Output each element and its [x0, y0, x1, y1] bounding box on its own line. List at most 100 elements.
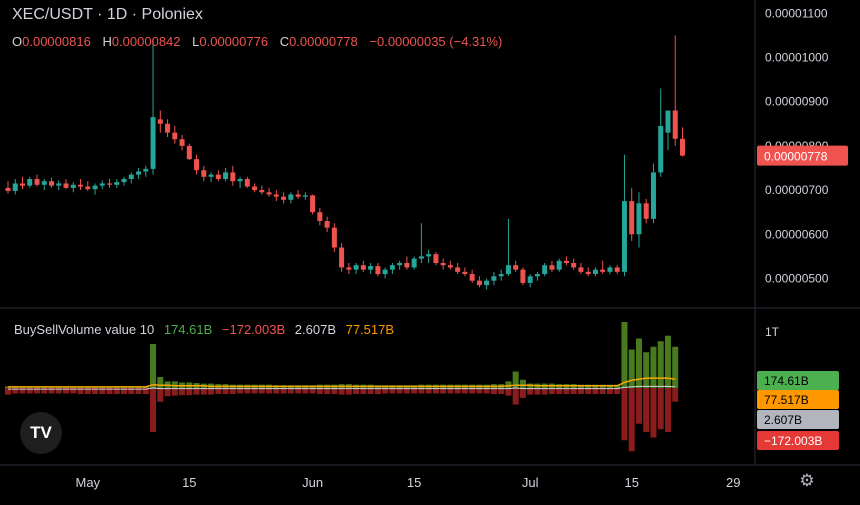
candle-body[interactable]: [20, 183, 26, 186]
candle-body[interactable]: [143, 168, 149, 172]
sell-volume-bar[interactable]: [490, 388, 497, 395]
sell-volume-bar[interactable]: [324, 388, 331, 395]
sell-volume-bar[interactable]: [483, 388, 490, 394]
candle-body[interactable]: [665, 110, 671, 133]
sell-volume-bar[interactable]: [63, 388, 70, 394]
candle-body[interactable]: [302, 195, 308, 197]
buy-volume-bar[interactable]: [621, 322, 628, 388]
sell-volume-bar[interactable]: [396, 388, 403, 394]
sell-volume-bar[interactable]: [229, 388, 236, 395]
candle-body[interactable]: [165, 123, 171, 133]
sell-volume-bar[interactable]: [461, 388, 468, 394]
sell-volume-bar[interactable]: [614, 388, 621, 395]
candle-body[interactable]: [27, 179, 33, 186]
buy-volume-bar[interactable]: [628, 349, 635, 389]
sell-volume-bar[interactable]: [193, 388, 200, 395]
candle-body[interactable]: [121, 179, 127, 183]
sell-volume-bar[interactable]: [657, 388, 664, 430]
candle-body[interactable]: [658, 125, 664, 173]
candle-body[interactable]: [107, 183, 113, 185]
sell-volume-bar[interactable]: [150, 388, 157, 432]
sell-volume-bar[interactable]: [411, 388, 418, 394]
volume-bars[interactable]: [5, 322, 679, 452]
sell-volume-bar[interactable]: [171, 388, 178, 396]
candle-body[interactable]: [368, 266, 374, 270]
sell-volume-bar[interactable]: [635, 388, 642, 424]
candle-body[interactable]: [440, 263, 446, 266]
candle-body[interactable]: [281, 196, 287, 200]
sell-volume-bar[interactable]: [469, 388, 476, 394]
candle-body[interactable]: [621, 201, 627, 272]
candle-body[interactable]: [542, 265, 548, 275]
candle-body[interactable]: [237, 179, 243, 182]
candle-body[interactable]: [360, 265, 366, 270]
sell-volume-bar[interactable]: [19, 388, 26, 394]
sell-volume-bar[interactable]: [389, 388, 396, 394]
sell-volume-bar[interactable]: [360, 388, 367, 395]
sell-volume-bar[interactable]: [99, 388, 106, 395]
candle-body[interactable]: [397, 263, 403, 266]
symbol-header[interactable]: XEC/USDT · 1D · Poloniex: [12, 6, 203, 24]
sell-volume-bar[interactable]: [403, 388, 410, 394]
sell-volume-bar[interactable]: [41, 388, 48, 394]
candle-body[interactable]: [186, 145, 192, 160]
sell-volume-bar[interactable]: [498, 388, 505, 395]
candle-body[interactable]: [556, 260, 562, 270]
sell-volume-bar[interactable]: [258, 388, 265, 394]
buy-volume-bar[interactable]: [635, 338, 642, 389]
candle-body[interactable]: [592, 269, 598, 275]
buy-volume-bar[interactable]: [643, 352, 650, 388]
sell-volume-bar[interactable]: [222, 388, 229, 395]
sell-volume-bar[interactable]: [527, 388, 534, 395]
buy-volume-bar[interactable]: [664, 335, 671, 388]
candle-body[interactable]: [578, 267, 584, 272]
candle-body[interactable]: [295, 194, 301, 197]
sell-volume-bar[interactable]: [643, 388, 650, 432]
candle-body[interactable]: [389, 265, 395, 270]
candle-body[interactable]: [534, 274, 540, 277]
buy-volume-bar[interactable]: [650, 346, 657, 388]
sell-volume-bar[interactable]: [237, 388, 244, 394]
sell-volume-bar[interactable]: [664, 388, 671, 432]
sell-volume-bar[interactable]: [556, 388, 563, 395]
sell-volume-bar[interactable]: [577, 388, 584, 395]
sell-volume-bar[interactable]: [541, 388, 548, 395]
candle-body[interactable]: [462, 271, 468, 275]
candle-body[interactable]: [288, 194, 294, 200]
sell-volume-bar[interactable]: [77, 388, 84, 395]
candle-body[interactable]: [12, 183, 18, 191]
buy-volume-bar[interactable]: [519, 379, 526, 388]
buy-volume-bar[interactable]: [672, 346, 679, 388]
indicator-legend[interactable]: BuySellVolume value 10 174.61B −172.003B…: [14, 322, 400, 337]
sell-volume-bar[interactable]: [179, 388, 186, 396]
candle-body[interactable]: [244, 179, 250, 187]
candle-body[interactable]: [150, 117, 156, 169]
candle-body[interactable]: [34, 179, 40, 185]
buy-volume-bar[interactable]: [150, 344, 157, 388]
candle-body[interactable]: [607, 267, 613, 272]
candle-body[interactable]: [331, 227, 337, 248]
sell-volume-bar[interactable]: [476, 388, 483, 394]
tradingview-logo-icon[interactable]: TV: [20, 412, 62, 454]
sell-volume-bar[interactable]: [505, 388, 512, 396]
sell-volume-bar[interactable]: [585, 388, 592, 395]
candle-body[interactable]: [41, 181, 47, 185]
sell-volume-bar[interactable]: [251, 388, 258, 394]
candle-body[interactable]: [600, 269, 606, 272]
sell-volume-bar[interactable]: [650, 388, 657, 438]
candle-body[interactable]: [672, 110, 678, 139]
sell-volume-bar[interactable]: [345, 388, 352, 395]
buy-volume-bar[interactable]: [657, 341, 664, 388]
sell-volume-bar[interactable]: [454, 388, 461, 394]
sell-volume-bar[interactable]: [382, 388, 389, 394]
candle-body[interactable]: [99, 183, 105, 186]
candle-body[interactable]: [563, 260, 569, 264]
candle-body[interactable]: [230, 172, 236, 182]
candle-body[interactable]: [418, 256, 424, 259]
candle-body[interactable]: [549, 265, 555, 270]
candle-body[interactable]: [5, 187, 11, 191]
sell-volume-bar[interactable]: [606, 388, 613, 395]
candle-body[interactable]: [136, 171, 142, 175]
candle-body[interactable]: [273, 194, 279, 197]
candle-body[interactable]: [476, 280, 482, 286]
